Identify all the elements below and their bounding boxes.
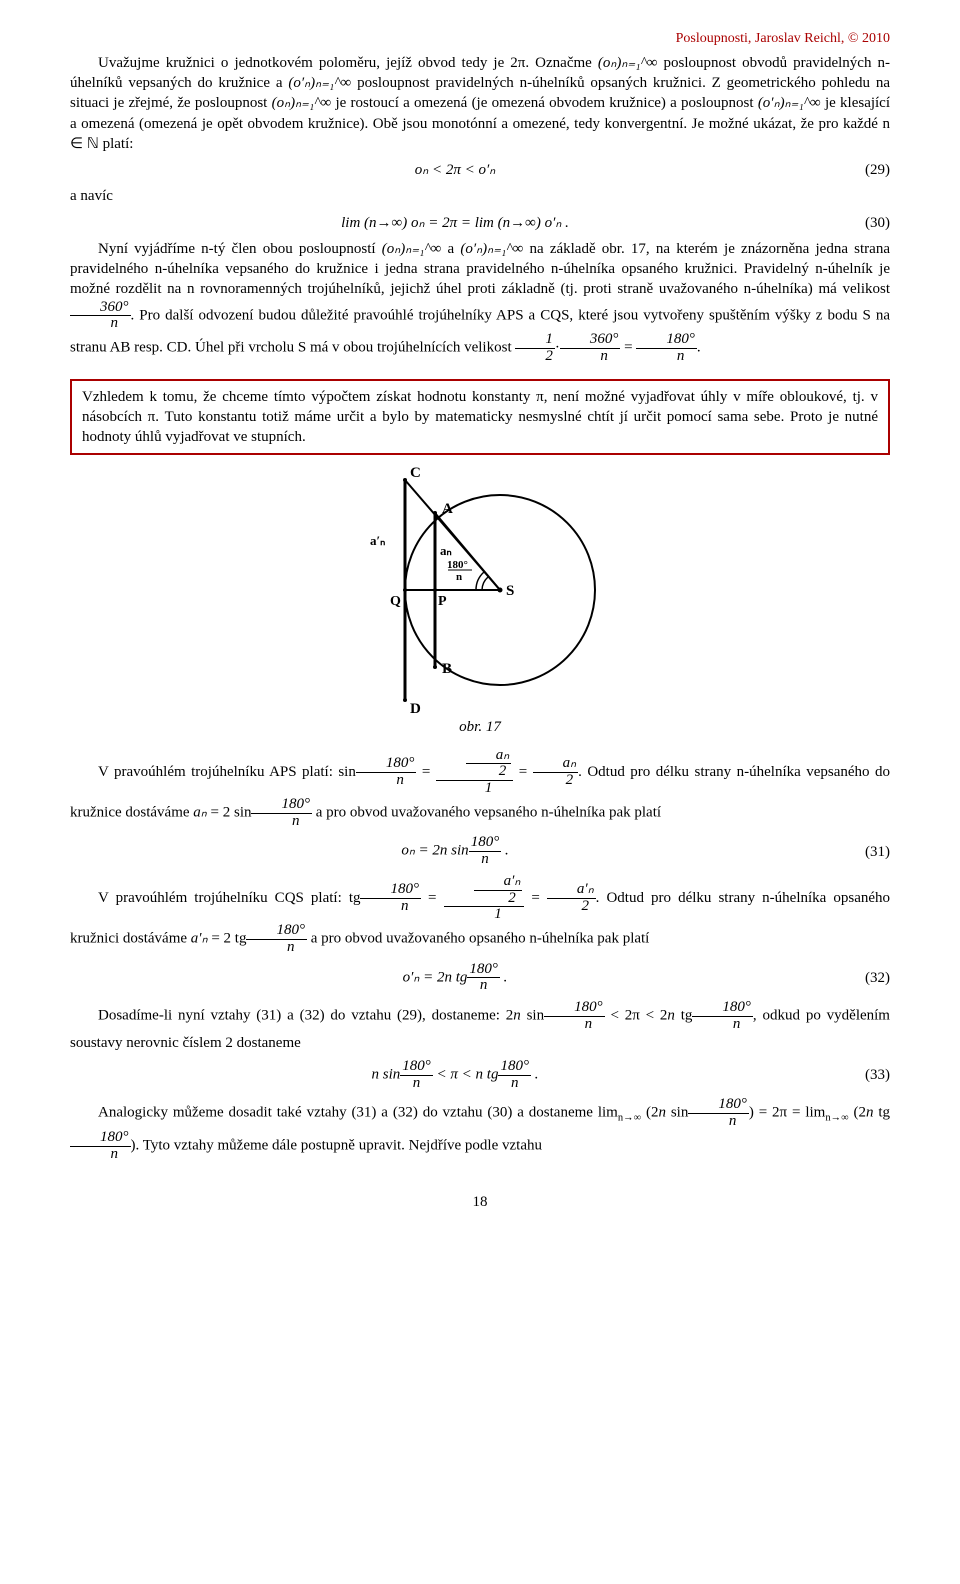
lbl-d: D	[410, 701, 421, 715]
eq-31-num: (31)	[840, 842, 890, 862]
eq-31-row: oₙ = 2n sin180°n . (31)	[70, 835, 890, 868]
frac-half: 12	[515, 332, 555, 365]
eq-30-num: (30)	[840, 213, 890, 233]
page-number: 18	[70, 1192, 890, 1212]
t1a: Uvažujme kružnici o jednotkovém poloměru…	[98, 55, 598, 71]
eq-29: oₙ < 2π < o′ₙ	[70, 160, 840, 180]
page-header: Posloupnosti, Jaroslav Reichl, © 2010	[70, 30, 890, 49]
para-6: Analogicky můžeme dosadit také vztahy (3…	[70, 1097, 890, 1162]
frac-anp2: a′ₙ21	[444, 874, 525, 923]
highlighted-note: Vzhledem k tomu, že chceme tímto výpočte…	[70, 379, 890, 456]
t2b: a	[441, 241, 460, 257]
frac-180-n-2: 180°n	[251, 797, 312, 830]
eq-30-row: lim (n→∞) oₙ = 2π = lim (n→∞) o′ₙ . (30)	[70, 213, 890, 233]
eq-29-num: (29)	[840, 160, 890, 180]
t4a: V pravoúhlém trojúhelníku CQS platí:	[98, 890, 349, 906]
frac-360-n-2: 360°n	[560, 332, 621, 365]
lbl-s: S	[506, 583, 514, 599]
t2d: . Pro další odvození budou důležité prav…	[70, 307, 890, 356]
seq-onp2: (o′ₙ)ₙ₌₁^∞	[758, 95, 821, 111]
seq-on: (oₙ)ₙ₌₁^∞	[598, 55, 658, 71]
lbl-a: A	[442, 501, 453, 517]
lbl-q: Q	[390, 594, 401, 609]
eq-33-num: (33)	[840, 1065, 890, 1085]
lbl-ang2: n	[456, 571, 462, 583]
t4c: a pro obvod uvažovaného opsaného n-úheln…	[311, 931, 650, 947]
para-2: Nyní vyjádříme n-tý člen obou posloupnos…	[70, 239, 890, 365]
frac-360-n: 360°n	[70, 300, 131, 333]
para-5: Dosadíme-li nyní vztahy (31) a (32) do v…	[70, 1000, 890, 1053]
frac-180-n-3: 180°n	[360, 882, 421, 915]
frac-an-2: aₙ2	[533, 756, 578, 789]
eq-31: oₙ = 2n sin180°n .	[70, 835, 840, 868]
para-1: Uvažujme kružnici o jednotkovém poloměru…	[70, 53, 890, 154]
eq-29-row: oₙ < 2π < o′ₙ (29)	[70, 160, 890, 180]
lbl-an: aₙ	[440, 543, 452, 558]
figure-17: C A B D S P Q aₙ a′ₙ 180° n obr. 17	[70, 465, 890, 737]
t5a: Dosadíme-li nyní vztahy (31) a (32) do v…	[98, 1008, 506, 1024]
lbl-c: C	[410, 465, 421, 481]
seq-onp: (o′ₙ)ₙ₌₁^∞	[288, 75, 351, 91]
para-4: V pravoúhlém trojúhelníku CQS platí: tg1…	[70, 874, 890, 956]
note-text: Vzhledem k tomu, že chceme tímto výpočte…	[82, 389, 878, 446]
lbl-b: B	[442, 661, 452, 677]
t2a: Nyní vyjádříme n-tý člen obou posloupnos…	[98, 241, 382, 257]
lbl-p: P	[438, 594, 447, 609]
eq-33: n sin180°n < π < n tg180°n .	[70, 1059, 840, 1092]
frac-180-n-1: 180°n	[356, 756, 417, 789]
eq-32-num: (32)	[840, 968, 890, 988]
t1d: je rostoucí a omezená (je omezená obvode…	[331, 95, 758, 111]
t6b: . Tyto vztahy můžeme dále postupně uprav…	[136, 1138, 542, 1154]
fig-caption: obr. 17	[70, 717, 890, 737]
eq-30: lim (n→∞) oₙ = 2π = lim (n→∞) o′ₙ .	[70, 213, 840, 233]
seq-on2: (oₙ)ₙ₌₁^∞	[272, 95, 332, 111]
eq-32-row: o′ₙ = 2n tg180°n . (32)	[70, 962, 890, 995]
frac-an2: aₙ21	[436, 748, 513, 797]
seq-onp3: (o′ₙ)ₙ₌₁^∞	[460, 241, 523, 257]
figure-17-svg: C A B D S P Q aₙ a′ₙ 180° n	[350, 465, 610, 715]
eq-32: o′ₙ = 2n tg180°n .	[70, 962, 840, 995]
t6a: Analogicky můžeme dosadit také vztahy (3…	[98, 1105, 598, 1121]
frac-180-n-4: 180°n	[246, 923, 307, 956]
t3c: a pro obvod uvažovaného vepsaného n-úhel…	[316, 805, 661, 821]
eq-33-row: n sin180°n < π < n tg180°n . (33)	[70, 1059, 890, 1092]
frac-180-n: 180°n	[636, 332, 697, 365]
t3a: V pravoúhlém trojúhelníku APS platí:	[98, 764, 338, 780]
frac-anp-2: a′ₙ2	[547, 882, 596, 915]
para-3: V pravoúhlém trojúhelníku APS platí: sin…	[70, 748, 890, 830]
a-navic: a navíc	[70, 186, 890, 206]
seq-on3: (oₙ)ₙ₌₁^∞	[382, 241, 442, 257]
lbl-ang1: 180°	[447, 559, 468, 571]
lbl-anp: a′ₙ	[370, 533, 385, 548]
